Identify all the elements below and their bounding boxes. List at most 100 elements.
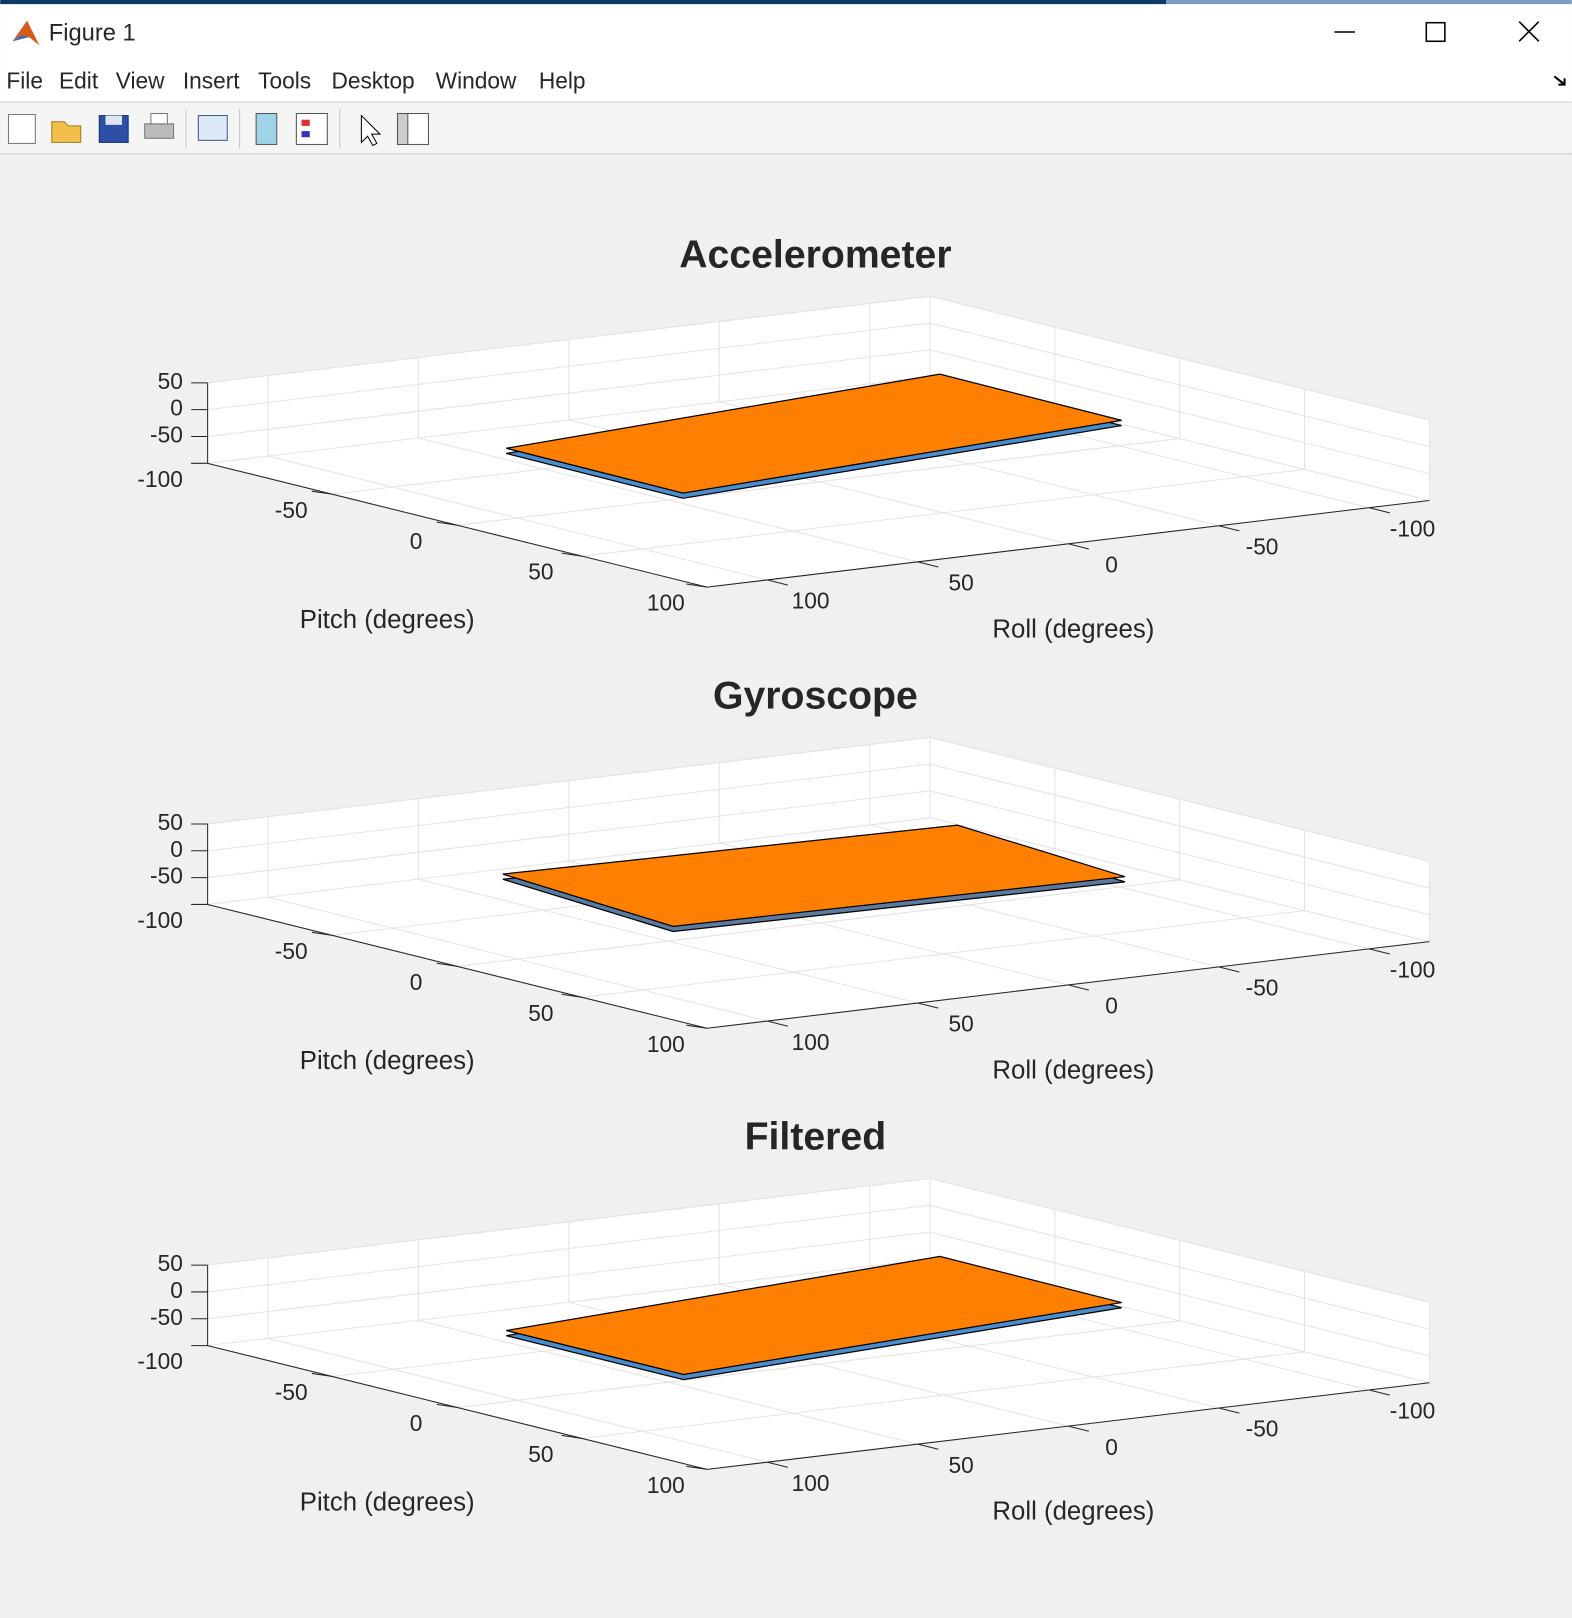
menu-item[interactable]: Window <box>436 68 517 94</box>
menu-item[interactable]: Edit <box>59 68 99 94</box>
chart-title: Filtered <box>745 1116 887 1159</box>
grid-line <box>929 1177 1430 1303</box>
x-tick-label: -100 <box>1390 957 1435 983</box>
z-tick-label: -100 <box>137 466 182 492</box>
z-tick-label: 50 <box>158 368 183 394</box>
menu-item[interactable]: File <box>6 68 43 94</box>
x-tick <box>1369 1389 1390 1396</box>
x-tick-label: 50 <box>948 1452 973 1478</box>
toolbar <box>0 103 1572 154</box>
link-plot-button[interactable] <box>197 115 228 141</box>
x-tick-label: 50 <box>948 1011 973 1037</box>
x-tick <box>917 561 939 568</box>
grid-line <box>929 736 1430 862</box>
y-tick <box>686 1024 708 1029</box>
x-tick <box>767 1020 789 1027</box>
x-tick-label: 0 <box>1105 552 1118 578</box>
grid-line <box>207 817 931 905</box>
y-tick-label: 50 <box>528 559 553 585</box>
open-button[interactable] <box>51 121 82 143</box>
taskbar-edge-light <box>1166 0 1572 5</box>
x-tick <box>767 1461 789 1468</box>
grid-line <box>457 879 1180 967</box>
plate-top <box>502 824 1126 927</box>
chart-title: Accelerometer <box>679 233 951 276</box>
x-tick-label: -50 <box>1246 975 1279 1001</box>
app-icon <box>12 20 40 46</box>
y-tick-label: 50 <box>528 1000 553 1026</box>
plate-top <box>506 1255 1122 1376</box>
x-tick <box>1068 984 1089 991</box>
y-tick <box>686 583 708 588</box>
x-tick-label: -50 <box>1246 533 1279 559</box>
grid-line <box>207 763 931 852</box>
grid-line <box>929 790 1430 916</box>
property-inspector-pane <box>396 112 409 145</box>
z-tick-label: -50 <box>150 1304 183 1330</box>
x-tick <box>1369 507 1390 514</box>
print-button[interactable] <box>144 123 175 139</box>
grid-line <box>207 1231 931 1320</box>
title-and-menu-bar <box>0 0 1572 104</box>
grid-line <box>929 1231 1430 1357</box>
x-tick-label: 100 <box>792 1029 830 1055</box>
menu-bar: File Edit View Insert Tools Desktop Window Help <box>6 68 585 94</box>
legend-swatch <box>301 131 310 138</box>
x-tick-label: -100 <box>1390 515 1435 541</box>
print-button-paper <box>150 112 168 125</box>
x-tick <box>1218 525 1240 532</box>
menu-item[interactable]: Help <box>539 68 586 94</box>
maximize-button[interactable] <box>1425 21 1446 43</box>
grid-line <box>582 910 1305 998</box>
y-tick-label: -50 <box>275 1379 308 1405</box>
x-tick-label: 0 <box>1105 1434 1118 1460</box>
y-tick-label: 0 <box>410 528 423 554</box>
grid-line <box>582 468 1305 557</box>
y-tick <box>436 521 458 526</box>
edit-plot-button[interactable] <box>360 114 382 147</box>
chart-title: Gyroscope <box>713 674 918 717</box>
grid-line <box>457 438 1180 526</box>
grid-line <box>929 1204 1430 1330</box>
grid-line <box>929 349 1430 475</box>
menu-item[interactable]: Tools <box>258 68 311 94</box>
taskbar-edge <box>0 0 1167 5</box>
y-tick-label: 50 <box>528 1441 553 1467</box>
menu-item[interactable]: Insert <box>183 68 240 94</box>
z-tick-label: 0 <box>170 1277 183 1303</box>
x-tick-label: 0 <box>1105 993 1118 1019</box>
x-tick-label: 50 <box>948 570 973 596</box>
dock-button[interactable] <box>1553 75 1566 86</box>
z-tick-label: 50 <box>158 1250 183 1276</box>
menu-item[interactable]: Desktop <box>331 68 414 94</box>
y-tick <box>436 1403 458 1409</box>
grid-line <box>207 736 931 825</box>
x-tick-label: 100 <box>792 1470 830 1496</box>
z-tick-label: 50 <box>158 809 183 835</box>
y-tick-label: -50 <box>275 497 308 523</box>
y-tick <box>561 993 583 998</box>
menu-item[interactable]: View <box>116 68 165 94</box>
z-tick-label: -100 <box>137 1348 182 1374</box>
y-tick-label: 100 <box>647 590 685 616</box>
close-button[interactable] <box>1518 21 1540 42</box>
grid-line <box>207 790 931 879</box>
x-tick <box>1218 1407 1240 1414</box>
grid-line <box>207 1177 931 1266</box>
grid-line <box>207 376 931 464</box>
new-figure-button[interactable] <box>7 114 36 144</box>
grid-line <box>929 817 1430 943</box>
z-tick-label: -50 <box>150 863 183 889</box>
grid-line <box>207 349 931 438</box>
y-axis-label: Pitch (degrees) <box>300 606 475 634</box>
grid-line <box>929 322 1430 448</box>
colorbar-button[interactable] <box>255 112 278 145</box>
y-tick-label: 100 <box>647 1031 685 1057</box>
legend-button[interactable] <box>295 112 328 145</box>
x-tick-label: -50 <box>1246 1416 1279 1442</box>
y-tick <box>311 931 333 936</box>
grid-line <box>929 763 1430 889</box>
